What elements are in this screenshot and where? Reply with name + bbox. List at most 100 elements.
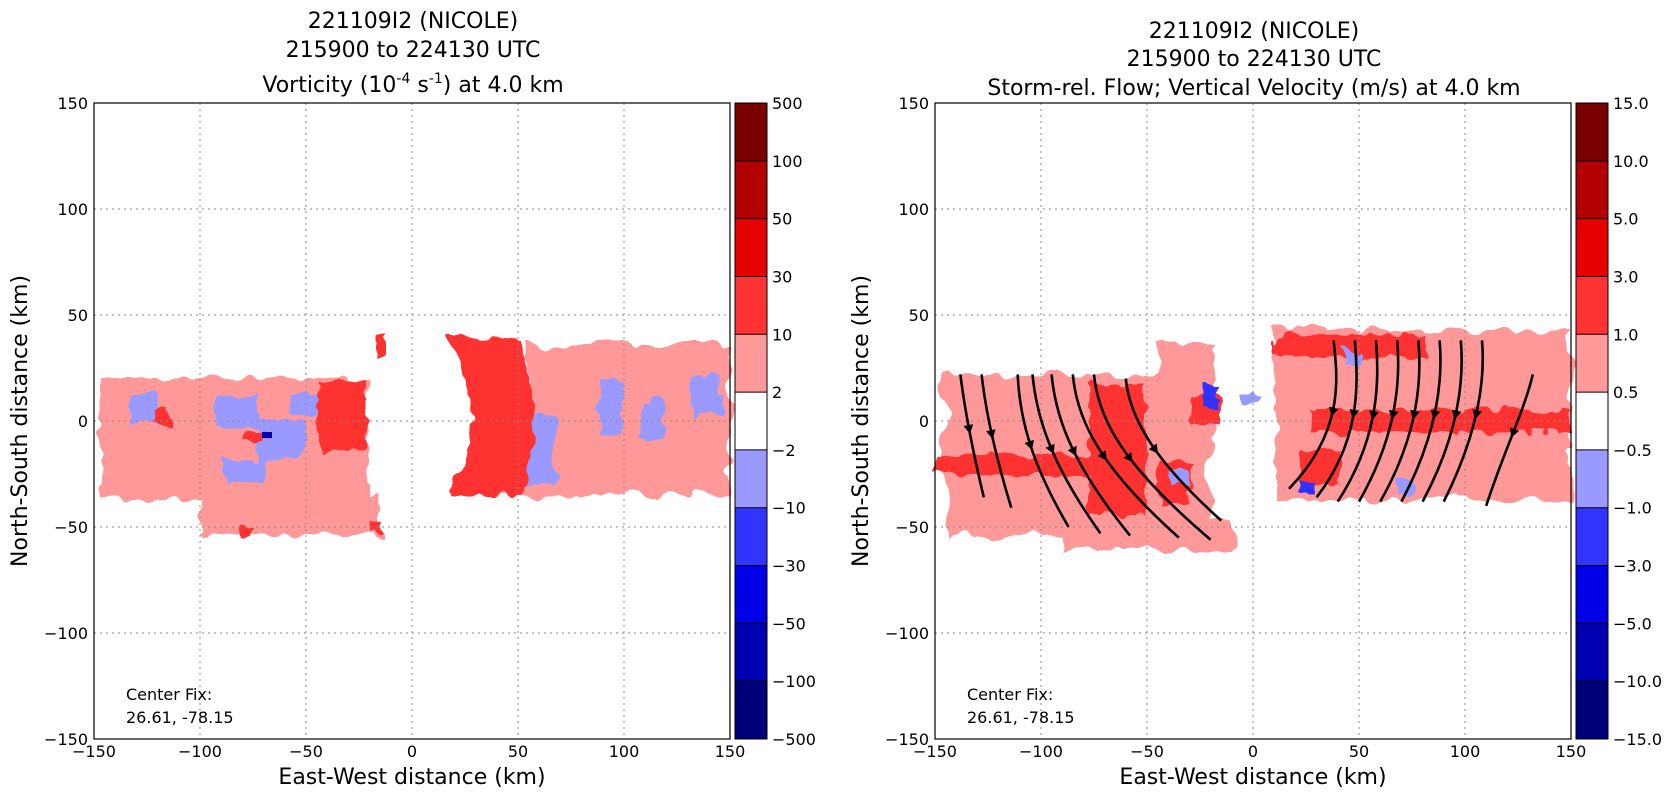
velocity-x-axis-label: East-West distance (km): [1119, 765, 1386, 790]
velocity-red-top-right: [1275, 335, 1425, 357]
vorticity-field: [100, 334, 730, 537]
streamline: [1288, 340, 1338, 490]
colorbar-band: [1576, 623, 1608, 682]
vorticity-y-tick: −100: [44, 624, 88, 643]
vorticity-blue-4: [255, 420, 305, 460]
velocity-region-b: [1060, 520, 1230, 550]
vorticity-x-tick: 150: [715, 742, 746, 761]
vertical-velocity-panel: 221109I2 (NICOLE) 215900 to 224130 UTC S…: [849, 19, 1662, 790]
vorticity-x-tick: −150: [72, 742, 116, 761]
colorbar-tick-label: 500: [772, 94, 803, 113]
colorbar-band: [735, 160, 767, 220]
vorticity-field-red: [155, 334, 535, 537]
streamline: [1092, 374, 1212, 541]
vorticity-red-4: [240, 525, 252, 537]
vorticity-title-line-3: Vorticity (10-4 s-1) at 4.0 km: [262, 71, 563, 98]
vorticity-y-tick: −150: [44, 730, 88, 749]
velocity-title-line-3: Storm-rel. Flow; Vertical Velocity (m/s)…: [987, 76, 1520, 101]
colorbar-tick-label: 15.0: [1613, 94, 1649, 113]
vorticity-blue-9: [690, 375, 720, 415]
colorbar-tick-label: −5.0: [1613, 614, 1652, 633]
colorbar-tick-label: 3.0: [1613, 267, 1638, 286]
colorbar-tick-label: −15.0: [1613, 730, 1662, 749]
colorbar-band: [1576, 103, 1608, 162]
vorticity-y-ticks: 150 100 50 0 −50 −100 −150: [44, 94, 88, 749]
vorticity-x-axis-label: East-West distance (km): [278, 765, 545, 790]
vorticity-title-line-1: 221109I2 (NICOLE): [308, 9, 518, 34]
vorticity-x-ticks: −150 −100 −50 0 50 100 150: [72, 742, 745, 761]
colorbar-tick-label: −500: [772, 730, 816, 749]
colorbar-band: [735, 507, 767, 567]
streamline-arrowhead: [1045, 443, 1055, 454]
streamline: [1050, 374, 1132, 537]
velocity-x-tick: 50: [1349, 742, 1369, 761]
vorticity-red-5: [373, 524, 383, 534]
colorbar-tick-label: 30: [772, 267, 792, 286]
vorticity-y-tick: 150: [57, 94, 88, 113]
vorticity-x-tick: 0: [407, 742, 417, 761]
velocity-x-tick: −100: [1019, 742, 1063, 761]
streamline-arrowhead: [1024, 439, 1034, 450]
velocity-x-tick: 150: [1556, 742, 1587, 761]
streamline-arrowhead: [1328, 406, 1339, 417]
velocity-x-tick: 0: [1248, 742, 1258, 761]
vorticity-x-tick: −50: [289, 742, 323, 761]
velocity-axes-frame: [934, 102, 1572, 740]
velocity-x-tick: −150: [913, 742, 957, 761]
colorbar-band: [735, 623, 767, 682]
streamline-arrowhead: [1123, 452, 1133, 463]
colorbar-band: [1576, 507, 1608, 567]
colorbar-tick-label: −30: [772, 557, 806, 576]
velocity-center-fix-label: Center Fix:: [967, 685, 1053, 704]
velocity-y-tick: −100: [885, 624, 929, 643]
vorticity-x-tick: 100: [609, 742, 640, 761]
colorbar-band: [1576, 276, 1608, 335]
colorbar-tick-label: 5.0: [1613, 210, 1638, 229]
velocity-x-ticks: −150 −100 −50 0 50 100 150: [913, 742, 1586, 761]
velocity-blue-4: [1300, 482, 1314, 494]
velocity-x-tick: −50: [1130, 742, 1164, 761]
velocity-y-tick: 50: [909, 306, 929, 325]
colorbar-band: [735, 449, 767, 509]
colorbar-tick-label: 10.0: [1613, 152, 1649, 171]
velocity-field: [935, 330, 1571, 550]
velocity-center-fix-value: 26.61, -78.15: [967, 708, 1075, 727]
velocity-blue-1: [1205, 385, 1217, 409]
vorticity-center-fix-label: Center Fix:: [126, 685, 212, 704]
streamline-arrowhead: [986, 429, 996, 439]
velocity-y-tick: 100: [898, 200, 929, 219]
streamline-arrowhead: [1097, 450, 1107, 461]
colorbar-band: [1576, 565, 1608, 624]
vorticity-red-2: [155, 410, 169, 424]
colorbar-band: [735, 276, 767, 335]
vorticity-red-6: [374, 334, 386, 356]
vorticity-dark-blue-spot: [262, 432, 272, 438]
vorticity-center-fix-value: 26.61, -78.15: [126, 708, 234, 727]
vorticity-title-line-2: 215900 to 224130 UTC: [286, 38, 541, 63]
vorticity-plot-area: [93, 102, 731, 740]
storm-relative-streamlines: [959, 340, 1535, 541]
colorbar-tick-label: 100: [772, 152, 803, 171]
streamline-arrowhead: [1349, 409, 1360, 419]
streamline: [1124, 378, 1223, 522]
colorbar-band: [735, 392, 767, 451]
vorticity-y-tick: 100: [57, 200, 88, 219]
velocity-colorbar-frame: [1575, 102, 1609, 740]
colorbar-band: [1576, 681, 1608, 740]
streamline-arrowhead: [1388, 409, 1399, 420]
colorbar-tick-label: 1.0: [1613, 325, 1638, 344]
colorbar-band: [735, 334, 767, 393]
streamline-arrowhead: [1369, 410, 1379, 421]
colorbar-tick-label: 2: [772, 383, 782, 402]
colorbar-tick-label: 0.5: [1613, 383, 1638, 402]
vorticity-panel: 221109I2 (NICOLE) 215900 to 224130 UTC V…: [8, 9, 816, 790]
colorbar-tick-label: 10: [772, 325, 792, 344]
vorticity-y-tick: 50: [68, 306, 88, 325]
vorticity-region-b: [200, 495, 380, 535]
vorticity-red-3: [245, 430, 263, 442]
vorticity-red-1: [318, 380, 366, 450]
colorbar-tick-label: −10.0: [1613, 672, 1662, 691]
velocity-colorbar: 15.0 10.0 5.0 3.0 1.0 0.5 −0.5 −1.0 −3.0 −5.0 −10.…: [1575, 94, 1662, 749]
colorbar-band: [1576, 160, 1608, 220]
